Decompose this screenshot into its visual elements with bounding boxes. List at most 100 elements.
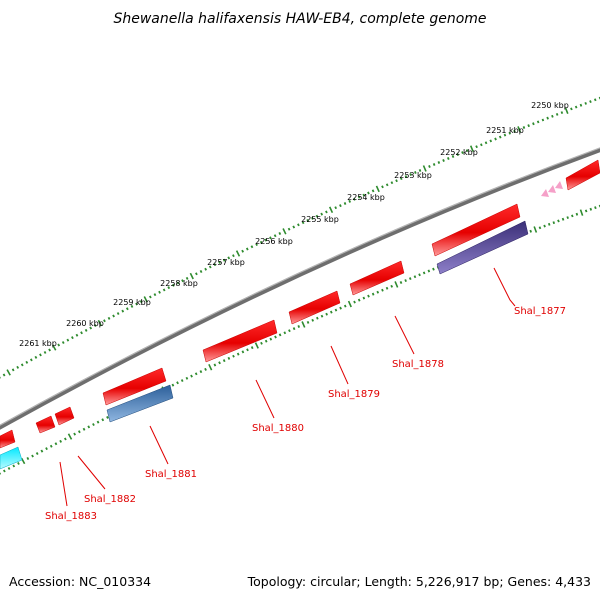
minor-tick	[357, 298, 361, 302]
minor-tick	[39, 353, 42, 357]
minor-tick	[54, 442, 58, 446]
minor-tick	[418, 273, 421, 277]
minor-tick	[112, 314, 115, 318]
gene-arrow[interactable]	[288, 290, 341, 325]
minor-tick	[82, 427, 86, 431]
minor-tick	[409, 173, 412, 176]
minor-tick	[593, 98, 597, 102]
minor-tick	[84, 328, 88, 332]
major-tick	[235, 250, 241, 257]
minor-tick	[371, 189, 375, 193]
gene-arrow[interactable]	[565, 159, 600, 191]
scale-label: 2256 kbp	[255, 237, 293, 246]
gene-arrow[interactable]	[431, 203, 521, 257]
gene-arrow[interactable]	[436, 220, 529, 275]
major-tick	[208, 363, 213, 371]
minor-tick	[292, 225, 296, 229]
gene-label[interactable]: Shal_1883	[45, 511, 97, 522]
minor-tick	[96, 420, 100, 424]
gene-arrow[interactable]	[0, 446, 23, 470]
minor-tick	[213, 363, 217, 367]
minor-tick	[532, 122, 535, 126]
minor-tick	[245, 247, 249, 251]
gene-label[interactable]: Shal_1877	[514, 306, 566, 317]
minor-tick	[547, 222, 551, 226]
minor-tick	[529, 229, 532, 233]
minor-tick	[513, 129, 516, 133]
minor-tick	[181, 279, 184, 283]
minor-tick	[269, 236, 272, 240]
minor-tick	[278, 333, 282, 337]
minor-tick	[11, 368, 15, 372]
gene-arrow[interactable]	[0, 429, 16, 449]
minor-tick	[208, 265, 212, 269]
minor-tick	[149, 295, 152, 299]
minor-tick	[61, 341, 65, 345]
minor-tick	[232, 354, 235, 358]
minor-tick	[135, 302, 138, 306]
minor-tick	[362, 193, 366, 197]
minor-tick	[264, 339, 268, 343]
scale-label: 2251 kbp	[486, 126, 524, 135]
gene-arrow[interactable]	[35, 415, 56, 434]
scale-label: 2255 kbp	[301, 215, 339, 224]
scale-label: 2259 kbp	[113, 298, 151, 307]
leader-line	[493, 267, 516, 307]
minor-tick	[45, 447, 48, 451]
minor-tick	[489, 139, 493, 143]
minor-tick	[49, 444, 53, 448]
scale-label: 2261 kbp	[19, 339, 57, 348]
minor-tick	[297, 325, 301, 328]
minor-tick	[316, 316, 319, 320]
minor-tick	[57, 343, 61, 347]
gene-arrow[interactable]	[102, 367, 167, 406]
major-tick	[51, 344, 57, 351]
gene-label[interactable]: Shal_1882	[84, 494, 136, 505]
minor-tick	[204, 367, 207, 371]
major-tick	[564, 107, 569, 114]
minor-tick	[75, 333, 79, 337]
major-tick	[254, 342, 259, 349]
minor-tick	[80, 331, 83, 335]
scale-label: 2253 kbp	[394, 171, 432, 180]
minor-tick	[376, 290, 380, 294]
gene-arrow-small[interactable]	[548, 185, 556, 193]
gene-label[interactable]: Shal_1879	[328, 389, 380, 400]
minor-tick	[446, 157, 450, 160]
minor-tick	[274, 335, 277, 339]
gene-arrow[interactable]	[54, 406, 75, 426]
minor-tick	[461, 151, 464, 155]
minor-tick	[171, 383, 175, 387]
minor-tick	[297, 223, 300, 227]
major-tick	[422, 165, 427, 172]
minor-tick	[278, 232, 282, 235]
gene-arrow-small[interactable]	[541, 189, 549, 197]
minor-tick	[106, 415, 109, 419]
gene-label[interactable]: Shal_1878	[392, 359, 444, 370]
genome-backbone	[0, 147, 600, 430]
scale-label: 2252 kbp	[440, 148, 478, 157]
minor-tick	[579, 103, 583, 107]
minor-tick	[121, 309, 125, 313]
leader-line	[394, 315, 415, 355]
minor-tick	[12, 464, 16, 468]
leader-line	[59, 461, 68, 507]
minor-tick	[334, 308, 338, 312]
gene-arrow[interactable]	[349, 260, 405, 296]
gene-arrow[interactable]	[202, 319, 278, 363]
gene-label[interactable]: Shal_1881	[145, 469, 197, 480]
minor-tick	[87, 425, 91, 429]
major-tick	[347, 300, 352, 308]
major-tick	[301, 321, 306, 328]
gene-arrow[interactable]	[106, 384, 174, 423]
gene-arrow-small[interactable]	[555, 181, 563, 189]
minor-tick	[162, 288, 166, 292]
gene-label[interactable]: Shal_1880	[252, 423, 304, 434]
minor-tick	[20, 363, 24, 367]
minor-tick	[357, 195, 361, 199]
minor-tick	[246, 348, 249, 352]
minor-tick	[399, 281, 403, 284]
major-tick	[282, 228, 287, 235]
minor-tick	[48, 348, 51, 352]
leader-line	[149, 425, 169, 465]
